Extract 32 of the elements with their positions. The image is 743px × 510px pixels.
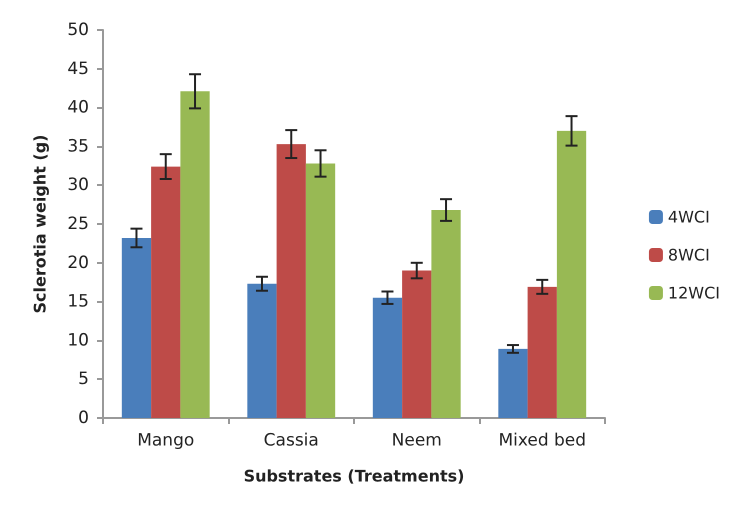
bar: [556, 130, 586, 418]
y-tick-label: 30: [67, 175, 89, 196]
y-tick-label: 40: [67, 98, 89, 118]
bar: [372, 298, 402, 418]
y-tick-label: 25: [67, 214, 89, 234]
bar: [151, 166, 180, 418]
y-tick-label: 45: [67, 58, 89, 79]
y-tick-label: 15: [67, 292, 89, 312]
bar: [402, 270, 432, 418]
x-tick-label: Mango: [137, 430, 194, 450]
legend-label: 4WCI: [668, 208, 710, 226]
y-tick-label: 0: [78, 408, 89, 428]
legend-label: 12WCI: [668, 284, 720, 302]
x-tick-label: Mixed bed: [498, 430, 586, 450]
bar: [276, 144, 306, 418]
bar: [498, 348, 528, 418]
x-tick-label: Neem: [392, 430, 442, 450]
legend-label: 8WCI: [668, 246, 710, 264]
y-tick-label: 10: [67, 330, 89, 350]
bar: [122, 238, 152, 418]
x-axis-title: Substrates (Treatments): [244, 466, 464, 486]
bar: [431, 210, 461, 418]
bar: [306, 163, 336, 418]
y-tick-label: 35: [67, 136, 89, 156]
bar: [247, 284, 277, 418]
x-tick-label: Cassia: [264, 430, 319, 450]
y-tick-label: 20: [67, 252, 89, 273]
y-tick-label: 50: [67, 20, 89, 40]
bar: [180, 91, 210, 418]
y-tick-label: 5: [78, 369, 89, 390]
y-axis-title: Sclerotia weight (g): [30, 134, 50, 314]
bar: [528, 286, 557, 418]
